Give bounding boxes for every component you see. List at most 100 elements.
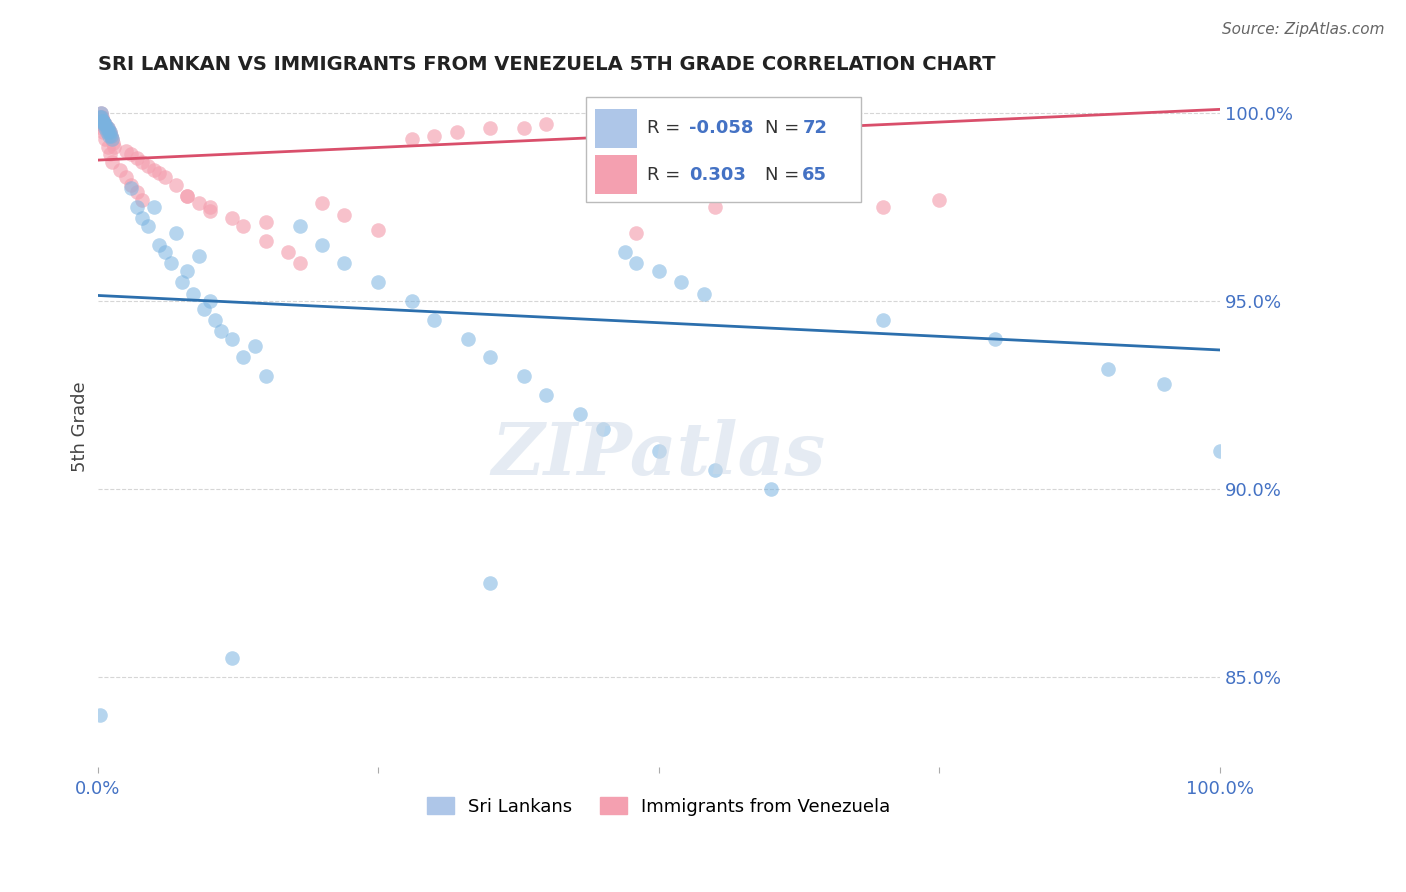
Point — [165, 227, 187, 241]
Point — [98, 125, 121, 139]
Point — [136, 219, 159, 233]
Point — [103, 140, 125, 154]
Point — [89, 707, 111, 722]
Point — [254, 215, 277, 229]
Point — [120, 147, 142, 161]
Point — [101, 132, 124, 146]
Point — [232, 219, 254, 233]
Point — [647, 264, 669, 278]
Point — [125, 200, 148, 214]
Point — [198, 200, 221, 214]
Point — [136, 159, 159, 173]
FancyBboxPatch shape — [595, 155, 637, 194]
Point — [984, 332, 1007, 346]
Point — [209, 324, 232, 338]
Point — [93, 117, 115, 131]
Text: -0.058: -0.058 — [689, 120, 754, 137]
Point — [90, 117, 112, 131]
Point — [101, 132, 124, 146]
Point — [148, 237, 170, 252]
Point — [93, 117, 115, 131]
Point — [159, 256, 181, 270]
Point — [569, 407, 592, 421]
Point — [647, 444, 669, 458]
Point — [91, 121, 114, 136]
Point — [311, 237, 333, 252]
Point — [120, 181, 142, 195]
Point — [446, 125, 468, 139]
Point — [114, 144, 136, 158]
Point — [872, 313, 894, 327]
Point — [125, 151, 148, 165]
Text: N =: N = — [765, 166, 806, 184]
Point — [91, 125, 114, 139]
Point — [536, 117, 558, 131]
Point — [401, 132, 423, 146]
Point — [692, 286, 714, 301]
Point — [193, 301, 215, 316]
Point — [592, 422, 614, 436]
Point — [479, 121, 502, 136]
Point — [94, 132, 117, 146]
Point — [91, 113, 114, 128]
Point — [170, 275, 193, 289]
Point — [114, 169, 136, 184]
Point — [97, 125, 120, 139]
Point — [89, 110, 111, 124]
Point — [703, 200, 725, 214]
Point — [187, 196, 209, 211]
Point — [94, 121, 117, 136]
Point — [221, 211, 243, 226]
FancyBboxPatch shape — [586, 97, 860, 202]
Point — [90, 106, 112, 120]
Point — [614, 245, 637, 260]
Point — [97, 125, 120, 139]
Text: R =: R = — [647, 166, 686, 184]
Point — [89, 110, 111, 124]
Point — [277, 245, 299, 260]
Text: 72: 72 — [803, 120, 827, 137]
Text: SRI LANKAN VS IMMIGRANTS FROM VENEZUELA 5TH GRADE CORRELATION CHART: SRI LANKAN VS IMMIGRANTS FROM VENEZUELA … — [97, 55, 995, 74]
Point — [401, 294, 423, 309]
Point — [98, 147, 121, 161]
Point — [254, 369, 277, 384]
Point — [423, 313, 446, 327]
Point — [100, 128, 122, 143]
Point — [90, 106, 112, 120]
Point — [165, 178, 187, 192]
Point — [97, 121, 120, 136]
Point — [872, 200, 894, 214]
Point — [94, 117, 117, 131]
Point — [1097, 361, 1119, 376]
Point — [148, 166, 170, 180]
Point — [288, 219, 311, 233]
Point — [221, 332, 243, 346]
Point — [90, 110, 112, 124]
Point — [479, 351, 502, 365]
Point — [176, 264, 198, 278]
Point — [513, 369, 536, 384]
Point — [536, 388, 558, 402]
Point — [101, 155, 124, 169]
Point — [153, 169, 176, 184]
Text: N =: N = — [765, 120, 806, 137]
Point — [131, 193, 153, 207]
Y-axis label: 5th Grade: 5th Grade — [72, 382, 89, 473]
Point — [91, 113, 114, 128]
Point — [97, 128, 120, 143]
Point — [142, 162, 165, 177]
Text: R =: R = — [647, 120, 686, 137]
Point — [103, 136, 125, 151]
Point — [513, 121, 536, 136]
Point — [1153, 376, 1175, 391]
Point — [221, 651, 243, 665]
Point — [176, 189, 198, 203]
Point — [181, 286, 204, 301]
Text: 65: 65 — [803, 166, 827, 184]
Point — [153, 245, 176, 260]
Legend: Sri Lankans, Immigrants from Venezuela: Sri Lankans, Immigrants from Venezuela — [419, 790, 897, 823]
Point — [457, 332, 479, 346]
Point — [624, 227, 647, 241]
Text: Source: ZipAtlas.com: Source: ZipAtlas.com — [1222, 22, 1385, 37]
Point — [94, 117, 117, 131]
